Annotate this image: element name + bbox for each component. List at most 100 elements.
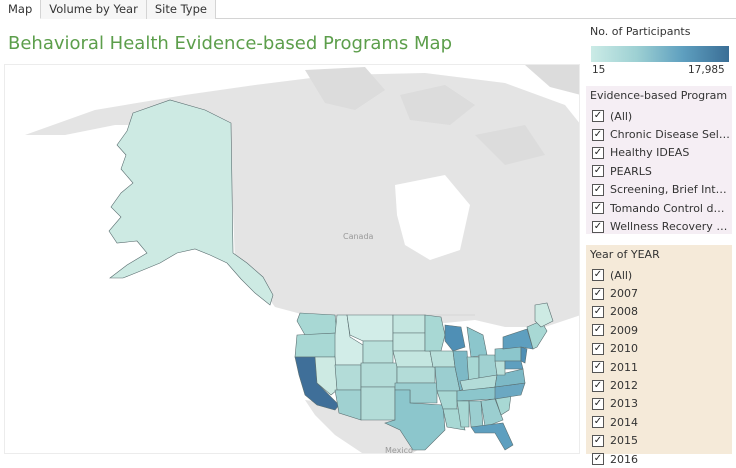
- greenland: [525, 65, 579, 95]
- state-texas: [384, 389, 446, 451]
- tab-volume-by-year[interactable]: Volume by Year: [41, 0, 147, 19]
- filter-option-label: (All): [610, 268, 633, 282]
- filter-title: Year of YEAR: [590, 248, 660, 261]
- state-maine: [534, 302, 554, 328]
- checkbox[interactable]: ✓: [592, 324, 604, 337]
- state-nebraska: [392, 350, 434, 368]
- checkbox[interactable]: ✓: [592, 434, 604, 447]
- checkbox[interactable]: ✓: [592, 287, 604, 300]
- filter-option[interactable]: ✓ 2014: [588, 413, 730, 431]
- filter-option-label: Screening, Brief Inter...: [610, 183, 730, 197]
- filter-option[interactable]: ✓ 2015: [588, 432, 730, 450]
- filter-option-label: 2011: [610, 360, 638, 374]
- state-virginia: [494, 368, 526, 388]
- hudson-bay: [395, 175, 470, 260]
- checkbox[interactable]: ✓: [592, 453, 604, 466]
- checkbox[interactable]: ✓: [592, 269, 604, 282]
- filter-option[interactable]: ✓ Healthy IDEAS: [588, 144, 730, 162]
- filter-title: Evidence-based Program: [590, 89, 728, 102]
- tab-site-type[interactable]: Site Type: [146, 0, 216, 19]
- legend-min: 15: [592, 64, 606, 76]
- state-montana: [346, 314, 394, 342]
- filter-option[interactable]: ✓ 2010: [588, 340, 730, 358]
- filter-option[interactable]: ✓ Screening, Brief Inter...: [588, 181, 730, 199]
- filter-option-label: (All): [610, 109, 633, 123]
- filter-option[interactable]: ✓ (All): [588, 107, 730, 125]
- filter-evidence-based-program: Evidence-based Program ✓ (All) ✓ Chronic D…: [586, 86, 732, 234]
- map-view[interactable]: Canada Mexico: [4, 64, 580, 454]
- checkbox[interactable]: ✓: [592, 361, 604, 374]
- state-pennsylvania: [494, 346, 522, 362]
- checkbox[interactable]: ✓: [592, 220, 604, 233]
- checkbox[interactable]: ✓: [592, 128, 604, 141]
- filter-option-label: Wellness Recovery Ac...: [610, 220, 730, 234]
- filter-option-label: 2012: [610, 379, 638, 393]
- state-colorado: [360, 362, 398, 388]
- filter-option-label: PEARLS: [610, 164, 652, 178]
- tab-map[interactable]: Map: [0, 0, 42, 19]
- page-title: Behavioral Health Evidence-based Program…: [8, 33, 452, 54]
- state-new-jersey: [520, 346, 528, 364]
- checkbox[interactable]: ✓: [592, 342, 604, 355]
- state-alaska: [108, 99, 274, 306]
- filter-option[interactable]: ✓ 2013: [588, 395, 730, 413]
- filter-option-label: 2007: [610, 287, 638, 301]
- state-new-york: [502, 328, 534, 350]
- legend-max: 17,985: [688, 64, 725, 76]
- state-iowa: [429, 350, 456, 368]
- filter-option[interactable]: ✓ 2011: [588, 358, 730, 376]
- checkbox[interactable]: ✓: [592, 379, 604, 392]
- checkbox[interactable]: ✓: [592, 305, 604, 318]
- filter-option-label: 2010: [610, 342, 638, 356]
- state-south-dakota: [392, 332, 426, 352]
- state-wisconsin: [444, 324, 466, 352]
- checkbox[interactable]: ✓: [592, 202, 604, 215]
- arctic-islands: [305, 67, 545, 165]
- checkbox[interactable]: ✓: [592, 165, 604, 178]
- filter-option-label: 2008: [610, 305, 638, 319]
- filter-option[interactable]: ✓ 2007: [588, 284, 730, 302]
- checkbox[interactable]: ✓: [592, 397, 604, 410]
- filter-year: Year of YEAR ✓ (All) ✓ 2007 ✓ 2008 ✓ 2009 ✓ 2…: [586, 245, 732, 466]
- filter-option[interactable]: ✓ 2012: [588, 376, 730, 394]
- tab-bar: Map Volume by Year Site Type: [0, 0, 736, 19]
- checkbox[interactable]: ✓: [592, 110, 604, 123]
- state-nevada: [314, 356, 338, 396]
- state-utah: [334, 364, 362, 391]
- state-mississippi: [456, 400, 470, 428]
- checkbox[interactable]: ✓: [592, 146, 604, 159]
- filter-option-label: 2013: [610, 397, 638, 411]
- filter-option[interactable]: ✓ Tomando Control de s...: [588, 199, 730, 217]
- state-minnesota: [424, 314, 446, 352]
- filter-option-label: Chronic Disease Self-...: [610, 128, 730, 142]
- filter-option-label: 2016: [610, 452, 638, 466]
- filter-option-label: Tomando Control de s...: [610, 201, 730, 215]
- state-washington: [296, 312, 338, 336]
- filter-option-label: 2014: [610, 415, 638, 429]
- map-canvas[interactable]: Canada Mexico: [5, 65, 580, 454]
- filter-option[interactable]: ✓ 2008: [588, 303, 730, 321]
- filter-option-label: 2009: [610, 323, 638, 337]
- state-georgia: [480, 398, 504, 428]
- state-michigan: [466, 326, 488, 358]
- canada-landmass: [25, 73, 579, 327]
- filter-option[interactable]: ✓ Wellness Recovery Ac...: [588, 217, 730, 235]
- filter-option-label: Healthy IDEAS: [610, 146, 690, 160]
- legend-color-ramp: [591, 46, 729, 62]
- filter-option-label: 2015: [610, 434, 638, 448]
- checkbox[interactable]: ✓: [592, 183, 604, 196]
- filter-option[interactable]: ✓ Chronic Disease Self-...: [588, 125, 730, 143]
- filter-option[interactable]: ✓ 2009: [588, 321, 730, 339]
- state-kansas: [396, 366, 436, 384]
- filter-option[interactable]: ✓ (All): [588, 266, 730, 284]
- map-label-canada: Canada: [343, 232, 374, 241]
- filter-option[interactable]: ✓ 2016: [588, 450, 730, 468]
- state-wyoming: [362, 340, 394, 364]
- state-florida: [470, 422, 514, 451]
- state-alabama: [468, 400, 484, 428]
- state-west-virginia: [494, 360, 506, 376]
- state-oregon: [294, 332, 338, 358]
- checkbox[interactable]: ✓: [592, 416, 604, 429]
- filter-option[interactable]: ✓ PEARLS: [588, 162, 730, 180]
- legend-title: No. of Participants: [590, 25, 691, 38]
